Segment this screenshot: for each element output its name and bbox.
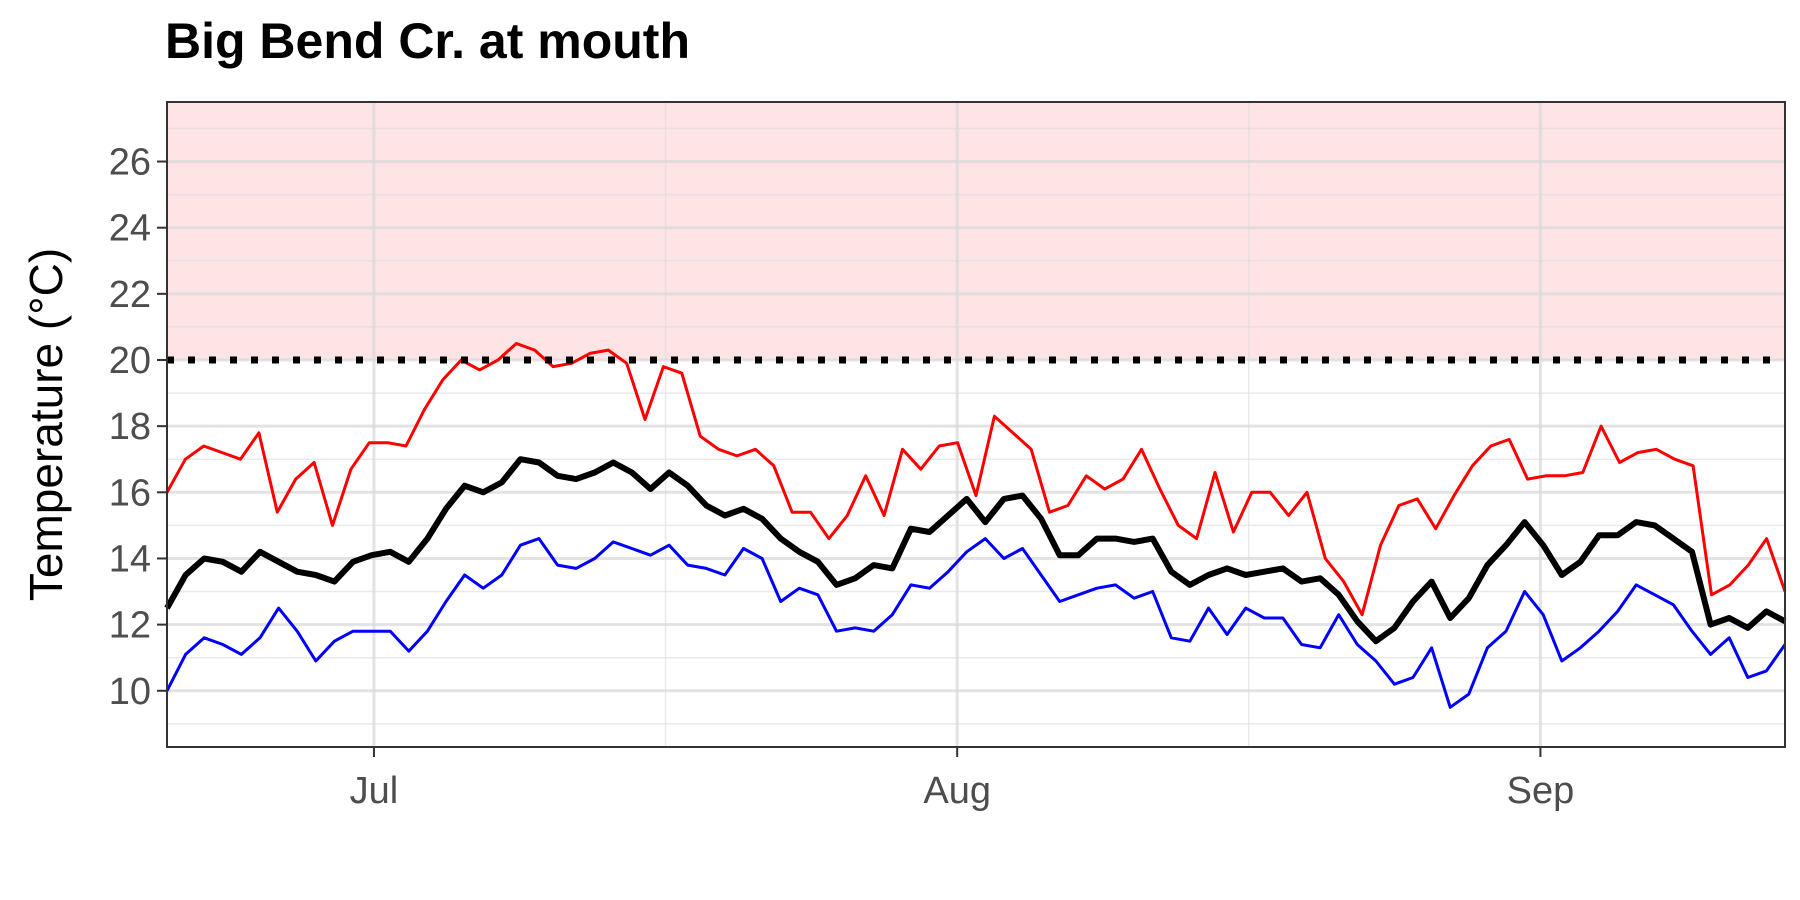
y-tick-label: 20 [109,340,151,382]
y-tick-label: 24 [109,208,151,250]
series-line-max [165,342,1787,617]
y-tick-label: 26 [109,142,151,184]
y-tick-label: 10 [109,671,151,713]
threshold-shaded-region [167,102,1785,360]
chart-title: Big Bend Cr. at mouth [165,13,690,69]
y-tick-label: 12 [109,605,151,647]
y-tick-label: 18 [109,406,151,448]
series-line-mean [164,456,1787,645]
plot-panel-border [166,101,1786,748]
y-tick-label: 22 [109,274,151,316]
y-tick-label: 14 [109,538,151,580]
axes: 10 12 14 16 18 20 22 24 26 Jul Aug Sep [109,142,1575,812]
y-tick-label: 16 [109,472,151,514]
series-line-min [165,537,1787,709]
series-group [164,342,1787,709]
x-tick-label: Jul [350,770,399,812]
x-tick-label: Sep [1507,770,1575,812]
x-tick-label: Aug [923,770,991,812]
y-axis-title: Temperature (°C) [20,248,72,601]
